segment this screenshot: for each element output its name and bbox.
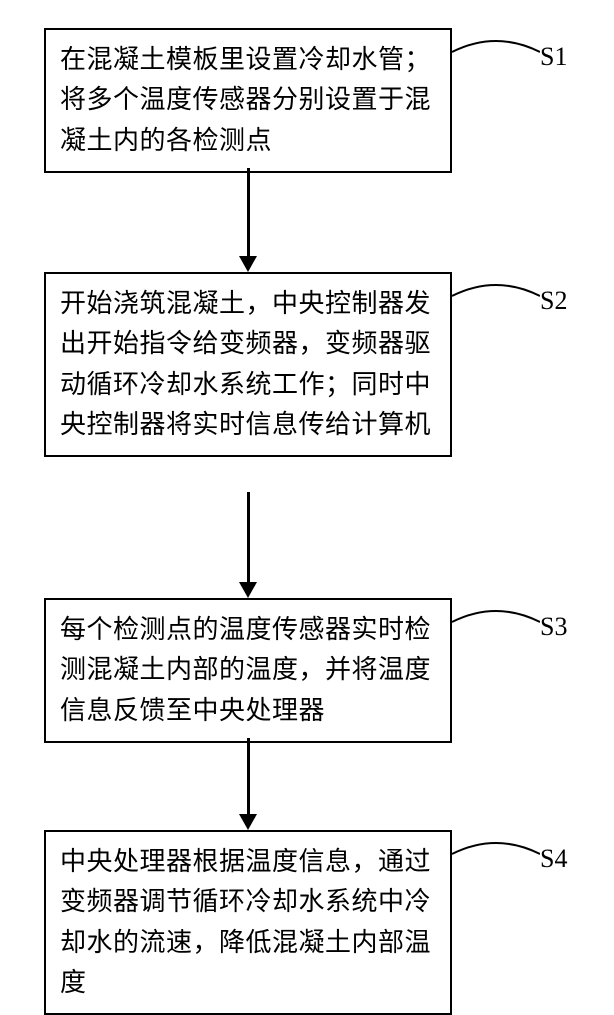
connector-s3-s4 [247,738,250,814]
label-connector-s3 [452,600,540,644]
step-text: 中央处理器根据温度信息，通过变频器调节循环冷却水系统中冷却水的流速，降低混凝土内… [60,847,431,997]
arrow-s3-s4 [239,814,257,830]
label-text: S3 [540,612,567,641]
flowchart-container: 在混凝土模板里设置冷却水管；将多个温度传感器分别设置于混凝土内的各检测点 S1 … [0,0,614,1000]
label-connector-s2 [452,274,540,318]
step-text: 每个检测点的温度传感器实时检测混凝土内部的温度，并将温度信息反馈至中央处理器 [60,615,431,725]
arrow-s2-s3 [239,582,257,598]
step-label-s1: S1 [540,42,567,72]
flowchart-step-s4: 中央处理器根据温度信息，通过变频器调节循环冷却水系统中冷却水的流速，降低混凝土内… [44,830,452,1015]
step-label-s4: S4 [540,844,567,874]
flowchart-step-s3: 每个检测点的温度传感器实时检测混凝土内部的温度，并将温度信息反馈至中央处理器 [44,598,452,743]
label-text: S1 [540,42,567,71]
step-label-s3: S3 [540,612,567,642]
step-text: 在混凝土模板里设置冷却水管；将多个温度传感器分别设置于混凝土内的各检测点 [60,45,431,155]
step-text: 开始浇筑混凝土，中央控制器发出开始指令给变频器，变频器驱动循环冷却水系统工作；同… [60,289,431,439]
label-text: S4 [540,844,567,873]
label-connector-s4 [452,832,540,876]
label-connector-s1 [452,30,540,74]
flowchart-step-s2: 开始浇筑混凝土，中央控制器发出开始指令给变频器，变频器驱动循环冷却水系统工作；同… [44,272,452,457]
connector-s1-s2 [247,168,250,256]
label-text: S2 [540,286,567,315]
step-label-s2: S2 [540,286,567,316]
flowchart-step-s1: 在混凝土模板里设置冷却水管；将多个温度传感器分别设置于混凝土内的各检测点 [44,28,452,173]
arrow-s1-s2 [239,256,257,272]
connector-s2-s3 [247,492,250,582]
